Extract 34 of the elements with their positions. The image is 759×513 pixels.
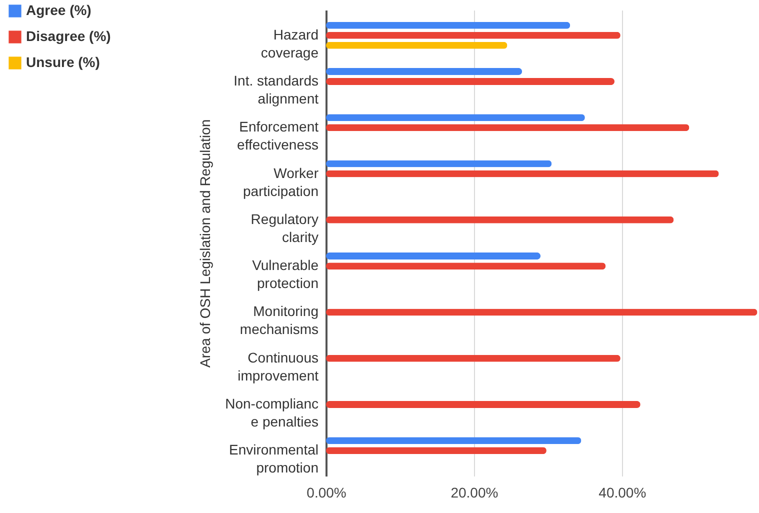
- y-tick-label: Regulatory clarity: [250, 210, 318, 245]
- y-tick-label: Enforcement effectiveness: [237, 118, 319, 153]
- bar: [326, 42, 508, 49]
- y-tick-label: Non-complianc e penalties: [225, 395, 318, 430]
- y-tick-label: Hazard coverage: [260, 26, 319, 60]
- y-axis-title: Area of OSH Legislation and Regulation: [197, 119, 214, 368]
- bar: [326, 78, 614, 86]
- legend-label: Disagree (%): [26, 28, 111, 44]
- bar: [326, 124, 690, 132]
- bar: [326, 308, 758, 316]
- y-tick-label: Continuous improvement: [238, 349, 319, 384]
- bar: [326, 447, 546, 454]
- x-tick-label: 0.00%: [306, 484, 346, 500]
- y-tick-label: Int. standards alignment: [234, 72, 319, 107]
- bar: [326, 262, 606, 270]
- legend-label: Unsure (%): [26, 54, 100, 70]
- bar: [326, 32, 620, 39]
- bar: [326, 216, 674, 224]
- bar: [326, 160, 552, 168]
- bar: [326, 114, 585, 122]
- bar: [326, 22, 570, 29]
- bar: [326, 354, 620, 362]
- x-tick-label: 40.00%: [598, 484, 646, 500]
- y-tick-label: Worker participation: [243, 164, 319, 199]
- bar: [326, 437, 582, 444]
- legend-label: Agree (%): [26, 2, 92, 18]
- y-tick-label: Environmental promotion: [229, 442, 318, 476]
- bar: [326, 170, 719, 178]
- bar: [326, 68, 522, 75]
- y-tick-label: Vulnerable protection: [252, 257, 319, 292]
- bar: [326, 400, 640, 408]
- x-tick-label: 20.00%: [450, 484, 498, 500]
- y-tick-label: Monitoring mechanisms: [240, 303, 318, 338]
- bar: [326, 252, 541, 260]
